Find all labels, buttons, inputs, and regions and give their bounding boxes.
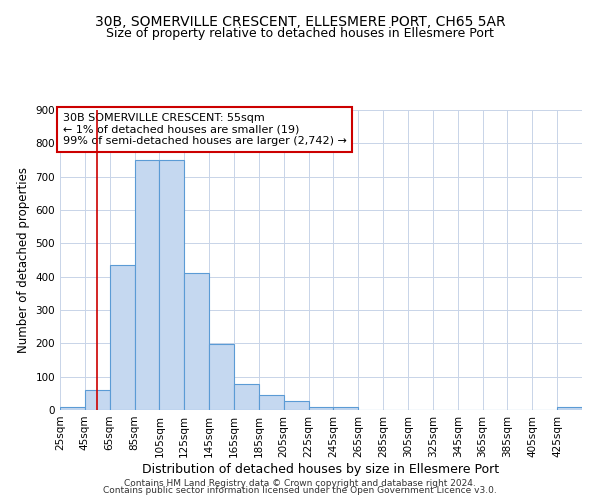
Bar (284, 400, 308, 410)
Bar (184, 274, 209, 410)
Text: Size of property relative to detached houses in Ellesmere Port: Size of property relative to detached ho… (106, 28, 494, 40)
Bar (134, 160, 160, 410)
Bar (209, 344, 234, 410)
Bar (60, 406, 85, 410)
Bar (85, 390, 110, 410)
Text: 30B SOMERVILLE CRESCENT: 55sqm
← 1% of detached houses are smaller (19)
99% of s: 30B SOMERVILLE CRESCENT: 55sqm ← 1% of d… (62, 113, 346, 146)
Bar (334, 408, 358, 410)
Y-axis label: Number of detached properties: Number of detached properties (17, 167, 30, 353)
Bar (308, 408, 334, 410)
Bar (234, 384, 259, 410)
Text: 30B, SOMERVILLE CRESCENT, ELLESMERE PORT, CH65 5AR: 30B, SOMERVILLE CRESCENT, ELLESMERE PORT… (95, 15, 505, 29)
Text: Contains HM Land Registry data © Crown copyright and database right 2024.: Contains HM Land Registry data © Crown c… (124, 478, 476, 488)
Bar (110, 265, 134, 410)
Bar (557, 408, 582, 410)
Text: Contains public sector information licensed under the Open Government Licence v3: Contains public sector information licen… (103, 486, 497, 495)
Bar (160, 160, 184, 410)
Bar (259, 395, 284, 410)
X-axis label: Distribution of detached houses by size in Ellesmere Port: Distribution of detached houses by size … (142, 462, 500, 475)
